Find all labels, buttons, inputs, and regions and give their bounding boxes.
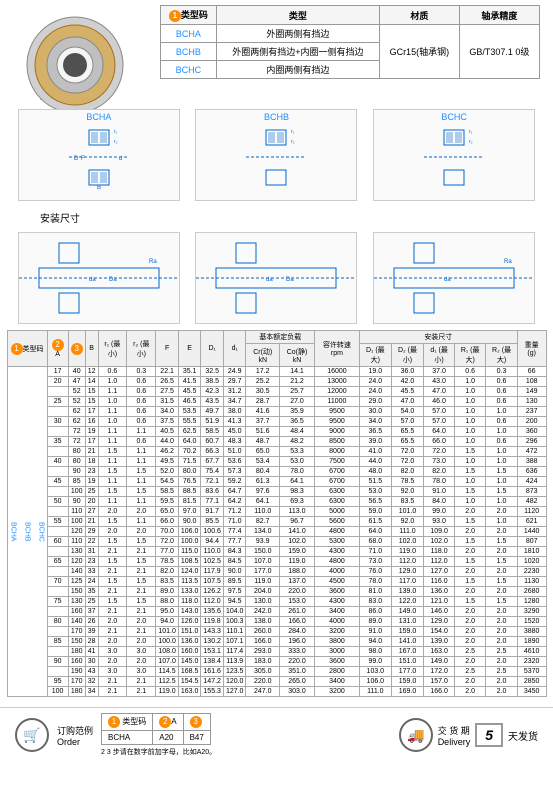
table-row: 4080181.11.149.571.567.753.653.453.07500… (7, 457, 546, 467)
table-row: 90231.51.552.080.075.457.380.478.0670048… (7, 467, 546, 477)
order-example: 🛒 订购范例 Order 1 类型码 2A 3 BCHA A20 B47 2 3… (15, 713, 216, 757)
table-row: BCHABCHBBCHC1740120.60.322.135.132.524.9… (7, 367, 546, 377)
table-row: 130312.12.177.0115.0110.084.3150.0159.04… (7, 547, 546, 557)
svg-text:Da: Da (109, 277, 117, 283)
table-row: 5090201.11.159.581.577.164.264.169.36300… (7, 497, 546, 507)
table-row: 120292.02.070.0106.0100.677.4134.0141.04… (7, 527, 546, 537)
table-row: 85150282.02.0100.0136.0130.2107.1166.019… (7, 637, 546, 647)
circle-1: 1 (169, 10, 181, 22)
svg-text:da: da (89, 277, 96, 283)
table-row: 52151.10.627.545.542.331.230.525.7120002… (7, 387, 546, 397)
table-row: 4585191.11.154.576.572.159.261.364.16700… (7, 477, 546, 487)
table-row: 190433.03.0114.5168.5161.6123.5305.0351.… (7, 667, 546, 677)
table-row: 140332.12.182.0124.0117.990.0177.0188.04… (7, 567, 546, 577)
table-row: 3572171.10.644.064.060.748.348.748.28500… (7, 437, 546, 447)
table-row: 3062161.00.637.555.551.941.337.736.59500… (7, 417, 546, 427)
svg-text:F: F (81, 156, 85, 162)
product-diagrams: BCHA D F d B r₁ r₂ BCHB r₁ r₂ (10, 107, 543, 202)
install-diagram-3: da Ra (373, 232, 535, 324)
diagram-bchc: BCHC r₁ r₂ (373, 109, 535, 201)
cart-icon: 🛒 (15, 718, 49, 752)
table-row: 70125241.51.583.5113.5107.589.5119.0137.… (7, 577, 546, 587)
svg-text:r₂: r₂ (291, 139, 295, 145)
table-row: 100251.51.558.588.583.664.797.698.363005… (7, 487, 546, 497)
table-row: 180413.03.0108.0160.0153.1117.4293.0333.… (7, 647, 546, 657)
install-diagram-1: da Da Ra (18, 232, 180, 324)
bearing-image (20, 10, 150, 120)
svg-text:r₁: r₁ (469, 129, 473, 135)
table-row: 170392.12.1101.0151.0143.3110.1260.0284.… (7, 627, 546, 637)
svg-text:Ra: Ra (149, 259, 157, 265)
svg-text:da: da (266, 277, 273, 283)
type-code-bchc[interactable]: BCHC (161, 61, 217, 79)
table-row: 55100211.51.166.090.085.571.082.796.7560… (7, 517, 546, 527)
truck-icon: 🚚 (399, 718, 433, 752)
order-example-table: 1 类型码 2A 3 BCHA A20 B47 (101, 713, 211, 745)
footer: 🛒 订购范例 Order 1 类型码 2A 3 BCHA A20 B47 2 3… (0, 707, 553, 762)
type-code-bcha[interactable]: BCHA (161, 25, 217, 43)
diagram-bchb: BCHB r₁ r₂ (195, 109, 357, 201)
svg-text:D: D (74, 156, 79, 162)
table-row: 72191.11.140.562.558.545.051.648.4900036… (7, 427, 546, 437)
svg-text:r₂: r₂ (114, 139, 118, 145)
install-diagram-2: da Da (195, 232, 357, 324)
svg-text:d: d (119, 156, 122, 162)
delivery-info: 🚚 交 货 期 Delivery 5 天发货 (399, 718, 538, 752)
svg-text:da: da (444, 277, 451, 283)
side-type-codes: BCHABCHBBCHC (7, 367, 47, 697)
svg-text:Da: Da (286, 277, 294, 283)
install-dim-label: 安装尺寸 (40, 210, 553, 225)
type-code-bchb[interactable]: BCHB (161, 43, 217, 61)
table-row: 65120231.51.578.5108.5102.584.5107.0119.… (7, 557, 546, 567)
table-row: 2552151.00.631.546.543.534.728.727.01100… (7, 397, 546, 407)
table-row: 75130251.51.588.0118.0112.094.5130.0153.… (7, 597, 546, 607)
diagram-bcha: BCHA D F d B r₁ r₂ (18, 109, 180, 201)
table-row: 110272.02.065.097.091.771.2110.0113.0500… (7, 507, 546, 517)
svg-text:r₂: r₂ (469, 139, 473, 145)
table-row: 90160302.02.0107.0145.0138.4113.9183.022… (7, 657, 546, 667)
table-row: 80140262.02.094.0126.0119.8100.3138.0166… (7, 617, 546, 627)
svg-text:r₁: r₁ (291, 129, 295, 135)
svg-text:Ra: Ra (504, 259, 512, 265)
type-classification-table: 1类型码 类型 材质 轴承精度 BCHA 外圈两侧有挡边 GCr15(轴承钢) … (160, 5, 540, 79)
table-row: 62171.10.634.053.549.738.041.635.9950030… (7, 407, 546, 417)
table-row: 80211.51.146.270.266.351.065.053.3800041… (7, 447, 546, 457)
install-diagrams: da Da Ra da Da da Ra (10, 230, 543, 325)
svg-text:B: B (97, 185, 101, 190)
svg-text:r₁: r₁ (114, 129, 118, 135)
table-row: 100180342.12.1119.0163.0155.3127.0247.03… (7, 687, 546, 697)
table-row: 95170322.12.1112.5154.5147.2120.0220.026… (7, 677, 546, 687)
table-row: 2047141.00.626.541.538.529.725.221.21300… (7, 377, 546, 387)
table-row: 150352.12.189.0133.0126.297.5204.0220.03… (7, 587, 546, 597)
spec-table: 1类型码 2A 3 B r₁ (最小) r₂ (最小) F E D₁ d₁ 基本… (7, 330, 547, 697)
table-row: 160372.12.195.0143.0135.6104.0242.0261.0… (7, 607, 546, 617)
table-row: 60110221.51.572.0100.094.477.793.9102.05… (7, 537, 546, 547)
